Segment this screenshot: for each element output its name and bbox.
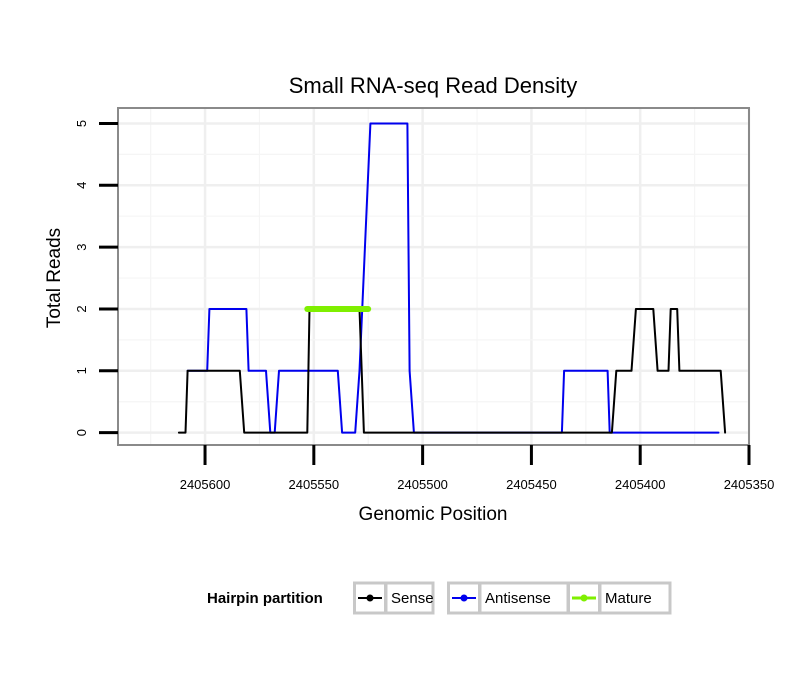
y-axis: 0 1 2 3 4 5	[74, 120, 118, 436]
y-tick-label: 4	[74, 182, 89, 189]
chart-title: Small RNA-seq Read Density	[289, 73, 578, 98]
x-tick-label: 2405400	[615, 477, 666, 492]
x-tick-label: 2405500	[397, 477, 448, 492]
legend-label: Sense	[391, 590, 434, 607]
y-tick-label: 3	[74, 244, 89, 251]
legend-label-box	[598, 581, 672, 615]
legend-item-antisense: Antisense	[447, 581, 570, 615]
legend-label: Antisense	[485, 590, 551, 607]
legend-key-dot	[366, 594, 374, 602]
legend-key-dot	[460, 594, 468, 602]
legend-label-box	[384, 581, 435, 615]
x-tick-label: 2405550	[289, 477, 340, 492]
legend-title: Hairpin partition	[207, 590, 323, 607]
series-line-antisense	[186, 122, 720, 434]
legend-items: Sense Antisense Mature	[353, 581, 672, 615]
y-tick-label: 5	[74, 120, 89, 127]
x-axis: 2405600 2405550 2405500 2405450 2405400 24053…	[180, 445, 775, 492]
grid	[118, 108, 751, 445]
legend-item-sense: Sense	[353, 581, 435, 615]
legend-item-mature: Mature	[567, 581, 672, 615]
panel-border	[117, 107, 750, 446]
y-tick-label: 1	[74, 367, 89, 374]
series-layer	[177, 122, 727, 434]
series-line-sense	[177, 308, 727, 434]
legend-key-dot	[580, 594, 588, 602]
x-tick-label: 2405450	[506, 477, 557, 492]
legend: Hairpin partition Sense Antisense Mature	[207, 581, 672, 615]
x-axis-title: Genomic Position	[359, 504, 508, 525]
y-axis-title: Total Reads	[44, 228, 65, 328]
y-tick-label: 2	[74, 305, 89, 312]
legend-label: Mature	[605, 590, 652, 607]
y-tick-label: 0	[74, 429, 89, 436]
x-tick-label: 2405350	[724, 477, 775, 492]
x-tick-label: 2405600	[180, 477, 231, 492]
